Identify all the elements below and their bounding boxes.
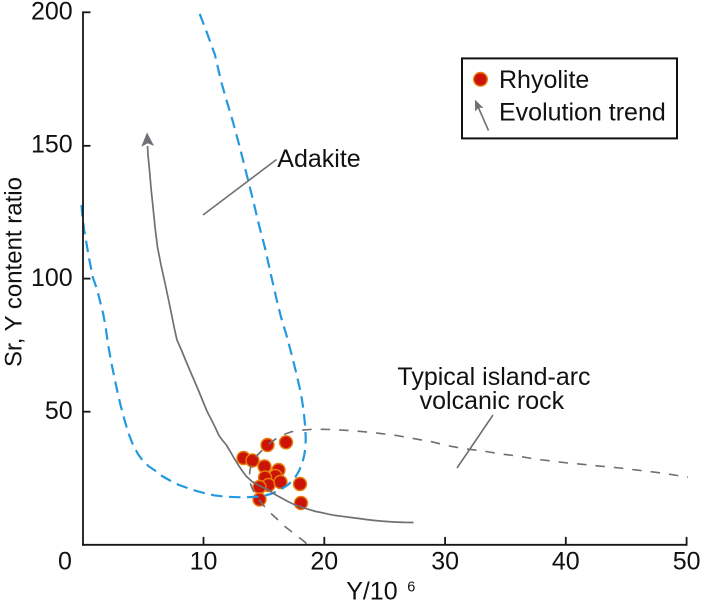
- svg-text:Adakite: Adakite: [277, 145, 360, 173]
- svg-text:0: 0: [58, 548, 72, 576]
- svg-text:40: 40: [552, 548, 580, 576]
- svg-text:10: 10: [190, 548, 218, 576]
- svg-text:100: 100: [31, 264, 73, 292]
- svg-text:200: 200: [31, 0, 73, 26]
- svg-text:Evolution trend: Evolution trend: [499, 98, 666, 126]
- svg-text:Y/10: Y/10: [346, 577, 397, 605]
- svg-text:50: 50: [673, 548, 701, 576]
- svg-text:30: 30: [431, 548, 459, 576]
- svg-text:volcanic rock: volcanic rock: [420, 387, 565, 415]
- svg-text:20: 20: [310, 548, 338, 576]
- svg-text:Rhyolite: Rhyolite: [499, 66, 589, 94]
- svg-text:6: 6: [407, 580, 415, 596]
- svg-text:50: 50: [45, 397, 73, 425]
- svg-text:150: 150: [31, 131, 73, 159]
- svg-text:Sr, Y content ratio: Sr, Y content ratio: [1, 177, 28, 367]
- svg-text:Typical island-arc: Typical island-arc: [397, 363, 590, 391]
